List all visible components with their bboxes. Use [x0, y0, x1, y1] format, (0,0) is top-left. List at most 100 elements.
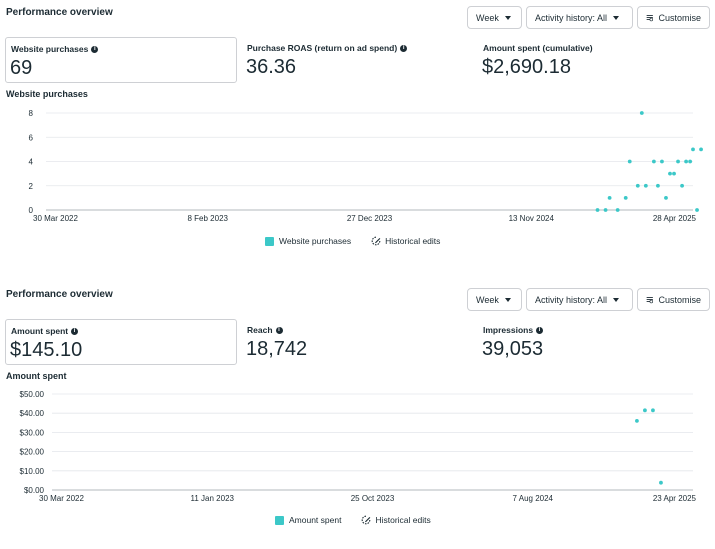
data-point[interactable]	[660, 159, 664, 164]
data-point[interactable]	[695, 208, 699, 212]
metric-card-amount-spent-cumulative[interactable]: Amount spent (cumulative) $2,690.18	[478, 37, 708, 83]
metric-label: Amount spent	[11, 326, 69, 336]
activity-history-label: Activity history: All	[535, 12, 608, 23]
metric-label-wrap: Amount spent i	[11, 326, 79, 336]
week-dropdown-label: Week	[476, 12, 499, 23]
legend-swatch	[265, 236, 274, 246]
panel-title: Performance overview	[6, 289, 113, 300]
week-dropdown[interactable]: Week	[467, 6, 522, 29]
x-tick-label: 11 Jan 2023	[191, 494, 235, 503]
legend-series-label: Website purchases	[279, 236, 352, 246]
metric-card-reach[interactable]: Reach i 18,742	[242, 319, 472, 365]
historical-edits-icon	[362, 515, 371, 525]
y-tick-label: $10.00	[20, 467, 45, 476]
week-dropdown[interactable]: Week	[467, 288, 522, 311]
info-icon[interactable]: i	[91, 45, 99, 53]
metric-label-wrap: Amount spent (cumulative)	[483, 43, 593, 53]
chart-title: Amount spent	[6, 371, 67, 381]
legend-edits-label: Historical edits	[385, 236, 441, 246]
x-tick-label: 8 Feb 2023	[188, 214, 229, 223]
data-point[interactable]	[627, 159, 632, 164]
performance-overview-panel: Performance overview Week Activity histo…	[0, 282, 715, 549]
data-point[interactable]	[699, 147, 703, 152]
y-tick-label: $0.00	[24, 486, 45, 495]
data-point[interactable]	[664, 195, 668, 200]
customise-button[interactable]: Customise	[637, 6, 710, 29]
chart-title: Website purchases	[6, 89, 88, 99]
activity-history-label: Activity history: All	[535, 294, 608, 305]
historical-edits-icon	[371, 236, 381, 246]
data-point[interactable]	[607, 195, 612, 200]
legend-series-label: Amount spent	[289, 515, 342, 525]
metric-card-impressions[interactable]: Impressions i 39,053	[478, 319, 708, 365]
data-point[interactable]	[672, 171, 676, 176]
data-point[interactable]	[635, 183, 640, 188]
info-icon[interactable]: i	[400, 44, 408, 52]
x-tick-label: 13 Nov 2024	[509, 214, 555, 223]
data-point[interactable]	[684, 159, 688, 164]
metric-value: $2,690.18	[482, 56, 571, 78]
data-point[interactable]	[595, 208, 600, 212]
caret-down-icon	[613, 15, 620, 20]
week-dropdown-label: Week	[476, 294, 499, 305]
metric-card-website-purchases[interactable]: Website purchases i 69	[5, 37, 237, 83]
data-point[interactable]	[691, 147, 695, 152]
data-point[interactable]	[635, 418, 639, 423]
chart-legend: Amount spent Historical edits	[275, 515, 431, 525]
metric-card-amount-spent[interactable]: Amount spent i $145.10	[5, 319, 237, 365]
data-point[interactable]	[651, 159, 656, 164]
metric-label: Reach	[247, 325, 273, 335]
y-tick-label: 8	[29, 109, 34, 118]
y-tick-label: $30.00	[20, 428, 45, 437]
metric-value: 36.36	[246, 56, 297, 78]
caret-down-icon	[504, 15, 511, 20]
activity-history-dropdown[interactable]: Activity history: All	[526, 6, 633, 29]
caret-down-icon	[504, 297, 511, 302]
data-point[interactable]	[676, 159, 680, 164]
data-point[interactable]	[643, 408, 647, 413]
legend-edits-label: Historical edits	[375, 515, 431, 525]
caret-down-icon	[613, 297, 620, 302]
x-tick-label: 30 Mar 2022	[39, 494, 84, 503]
info-icon[interactable]: i	[275, 326, 283, 334]
legend-swatch	[275, 515, 284, 525]
customise-label: Customise	[658, 294, 701, 305]
metric-card-purchase-roas[interactable]: Purchase ROAS (return on ad spend) i 36.…	[242, 37, 472, 83]
data-point[interactable]	[656, 183, 660, 188]
customise-icon	[646, 15, 654, 22]
activity-history-dropdown[interactable]: Activity history: All	[526, 288, 633, 311]
data-point[interactable]	[603, 208, 608, 212]
metric-label: Purchase ROAS (return on ad spend)	[247, 43, 398, 53]
metric-label: Amount spent (cumulative)	[483, 43, 593, 53]
metric-label-wrap: Reach i	[247, 325, 283, 335]
info-icon[interactable]: i	[71, 327, 79, 335]
data-point[interactable]	[668, 171, 672, 176]
metric-value: 18,742	[246, 338, 308, 360]
data-point[interactable]	[623, 195, 628, 200]
y-tick-label: 6	[29, 133, 34, 142]
y-tick-label: $20.00	[20, 448, 45, 457]
chart-legend: Website purchases Historical edits	[265, 236, 440, 246]
data-point[interactable]	[615, 208, 620, 212]
data-point[interactable]	[643, 183, 648, 188]
customise-label: Customise	[658, 12, 701, 23]
metric-value: 39,053	[482, 338, 544, 360]
x-tick-label: 25 Oct 2023	[351, 494, 395, 503]
data-point[interactable]	[659, 480, 663, 485]
y-tick-label: 2	[29, 182, 34, 191]
y-tick-label: $50.00	[20, 390, 45, 399]
x-tick-label: 28 Apr 2025	[653, 214, 697, 223]
customise-button[interactable]: Customise	[637, 288, 710, 311]
data-point[interactable]	[639, 111, 644, 115]
metric-label: Impressions	[483, 325, 534, 335]
data-point[interactable]	[688, 159, 693, 164]
metric-label-wrap: Website purchases i	[11, 44, 99, 54]
data-point[interactable]	[651, 408, 655, 413]
info-icon[interactable]: i	[536, 326, 544, 334]
y-tick-label: 4	[29, 158, 34, 167]
performance-overview-panel: Performance overview Week Activity histo…	[0, 0, 715, 270]
data-point[interactable]	[680, 183, 684, 188]
x-tick-label: 7 Aug 2024	[513, 494, 554, 503]
x-tick-label: 27 Dec 2023	[347, 214, 393, 223]
x-tick-label: 30 Mar 2022	[33, 214, 78, 223]
